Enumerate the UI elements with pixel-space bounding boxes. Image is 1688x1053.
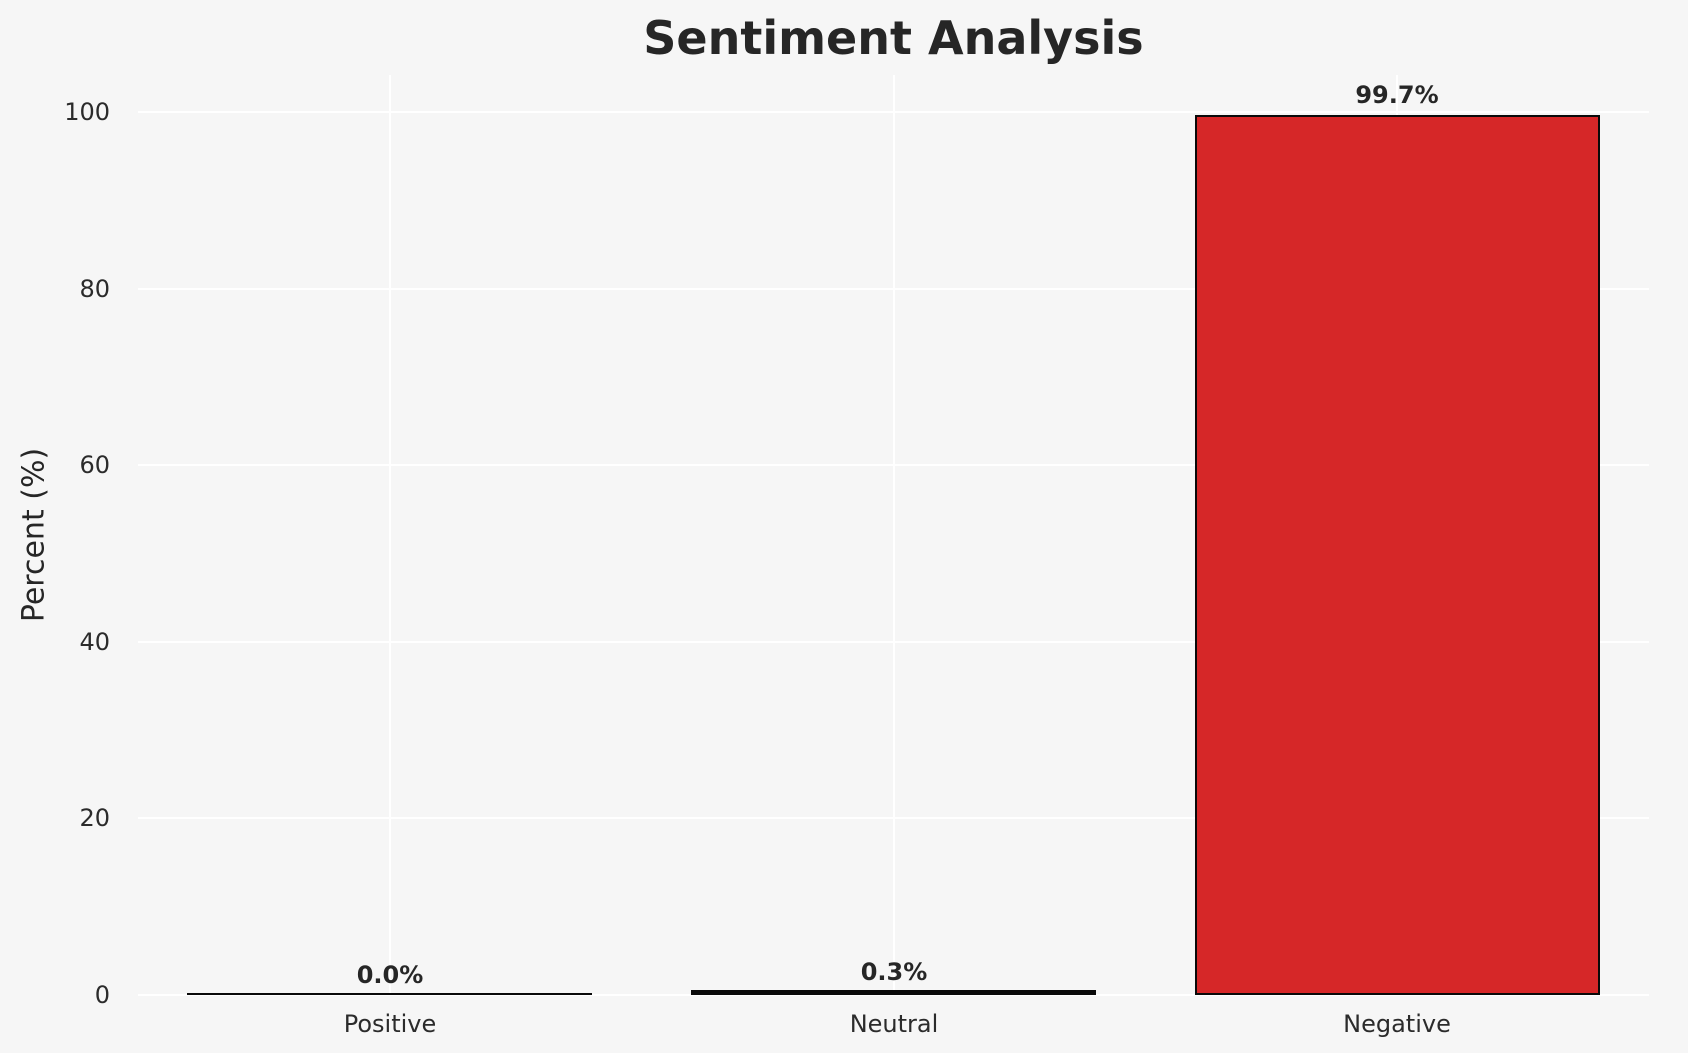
bar-value-label: 99.7%: [1355, 81, 1439, 109]
bar-value-label: 0.0%: [356, 961, 424, 989]
bar-neutral: [691, 989, 1096, 995]
gridline-v: [388, 75, 391, 995]
bar-positive: [187, 992, 592, 995]
bar-value-label: 0.3%: [860, 958, 928, 986]
y-tick-label: 40: [79, 628, 110, 656]
x-tick-label-positive: Positive: [343, 1010, 437, 1038]
y-tick-label: 80: [79, 275, 110, 303]
chart-title: Sentiment Analysis: [643, 11, 1144, 65]
y-tick-label: 20: [79, 804, 110, 832]
y-tick-label: 0: [94, 981, 110, 1009]
y-tick-label: 100: [64, 98, 110, 126]
gridline-h: [138, 994, 1649, 996]
x-tick-label-negative: Negative: [1343, 1010, 1451, 1038]
x-tick-label-neutral: Neutral: [849, 1010, 939, 1038]
gridline-v: [892, 75, 895, 995]
y-tick-label: 60: [79, 451, 110, 479]
bar-negative: [1195, 115, 1600, 995]
plot-area: 0.0% 0.3% 99.7%: [138, 75, 1649, 996]
